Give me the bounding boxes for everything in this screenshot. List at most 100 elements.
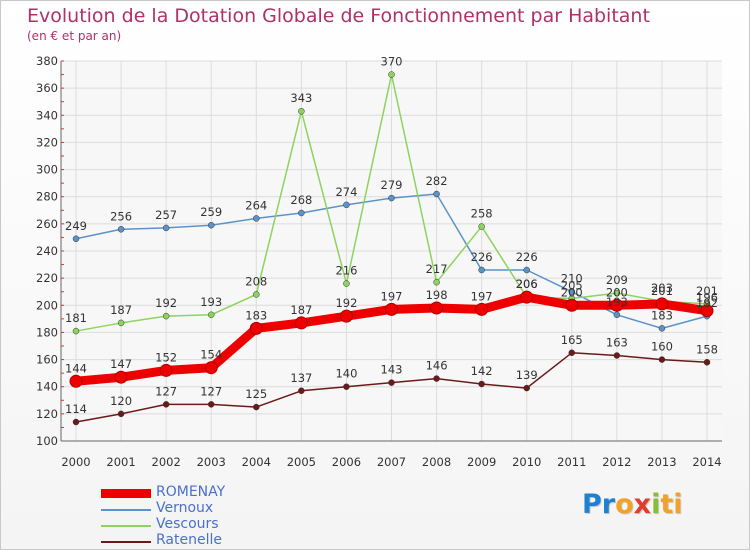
legend-label: Vernoux (156, 500, 214, 516)
data-label-vernoux: 282 (426, 174, 448, 188)
data-label-romenay: 201 (651, 284, 673, 298)
data-label-romenay: 187 (290, 303, 312, 317)
y-tick-label: 260 (36, 217, 58, 231)
data-label-romenay: 200 (606, 285, 628, 299)
data-label-vescours: 208 (245, 274, 267, 288)
proxiti-logo: Proxiti (582, 489, 683, 520)
y-tick-label: 240 (36, 244, 58, 258)
data-label-ratenelle: 158 (696, 342, 718, 356)
data-point-vernoux (207, 221, 215, 229)
data-point-ratenelle (388, 379, 395, 386)
data-point-vescours (162, 312, 170, 320)
x-tick-label: 2010 (512, 455, 541, 469)
data-point-romenay (385, 302, 398, 316)
data-point-romenay (610, 298, 624, 312)
data-label-vescours: 181 (65, 311, 87, 325)
data-point-vescours (478, 223, 485, 230)
chart-subtitle: (en € et par an) (27, 29, 122, 43)
data-point-ratenelle (658, 356, 666, 363)
data-point-vernoux (613, 311, 621, 319)
data-label-vernoux: 257 (155, 208, 177, 222)
y-tick-label: 320 (36, 135, 58, 149)
x-tick-label: 2011 (557, 455, 586, 469)
data-point-ratenelle (162, 401, 170, 408)
data-label-ratenelle: 120 (110, 394, 132, 408)
data-label-romenay: 200 (561, 285, 583, 299)
data-label-ratenelle: 142 (471, 364, 493, 378)
data-label-ratenelle: 165 (561, 333, 583, 347)
data-label-vescours: 209 (606, 273, 628, 287)
legend-item-ratenelle: Ratenelle (101, 532, 301, 549)
chart-title: Evolution de la Dotation Globale de Fonc… (27, 5, 650, 27)
y-tick-label: 200 (36, 298, 58, 312)
data-label-vescours: 217 (426, 262, 448, 276)
legend-item-vernoux: Vernoux (101, 500, 301, 517)
data-label-romenay: 198 (426, 288, 448, 302)
data-point-romenay (69, 374, 83, 388)
data-label-ratenelle: 127 (155, 384, 177, 398)
legend-swatch (101, 509, 151, 511)
data-label-vernoux: 274 (335, 185, 357, 199)
x-tick-label: 2003 (197, 455, 226, 469)
data-point-romenay (475, 302, 489, 316)
data-label-romenay: 144 (65, 361, 87, 375)
data-label-vescours: 206 (516, 277, 538, 291)
data-label-vernoux: 226 (471, 250, 493, 264)
data-point-romenay (159, 363, 173, 377)
data-label-vescours: 258 (471, 207, 493, 221)
data-point-vescours (207, 311, 215, 319)
data-point-romenay (655, 297, 669, 311)
data-point-romenay (249, 321, 263, 335)
data-point-ratenelle (72, 418, 80, 426)
data-label-vescours: 370 (381, 55, 403, 69)
x-tick-label: 2004 (242, 455, 271, 469)
legend-label: Ratenelle (156, 532, 222, 548)
legend-label: Vescours (156, 516, 219, 532)
y-tick-label: 180 (36, 325, 58, 339)
data-label-ratenelle: 160 (651, 340, 673, 354)
data-point-vernoux (72, 235, 80, 243)
data-label-vescours: 203 (651, 281, 673, 295)
legend-swatch (101, 525, 151, 527)
legend-label: ROMENAY (156, 484, 226, 500)
y-tick-label: 100 (36, 434, 58, 448)
data-point-vescours (72, 327, 80, 335)
data-label-romenay: 154 (200, 348, 222, 362)
y-tick-label: 300 (36, 163, 58, 177)
x-tick-label: 2012 (602, 455, 631, 469)
data-point-vernoux (162, 224, 170, 232)
data-point-vernoux (117, 226, 125, 233)
data-label-vernoux: 279 (381, 178, 403, 192)
data-label-vernoux: 183 (651, 308, 673, 322)
data-label-romenay: 183 (245, 308, 267, 322)
data-label-vernoux: 192 (696, 296, 718, 310)
data-point-ratenelle (117, 410, 125, 418)
data-label-vernoux: 193 (606, 295, 628, 309)
data-label-ratenelle: 125 (245, 387, 267, 401)
data-label-vescours: 192 (155, 296, 177, 310)
data-label-romenay: 196 (696, 291, 718, 305)
data-point-ratenelle (207, 401, 215, 408)
data-point-vescours (388, 71, 395, 78)
x-tick-label: 2006 (332, 455, 361, 469)
x-tick-label: 2001 (106, 455, 135, 469)
data-point-romenay (294, 316, 308, 330)
data-point-romenay (520, 290, 534, 304)
data-point-vernoux (343, 201, 350, 209)
data-label-vescours: 193 (200, 295, 222, 309)
data-point-ratenelle (298, 387, 305, 395)
data-point-ratenelle (478, 380, 485, 388)
y-tick-label: 280 (36, 190, 58, 204)
x-tick-label: 2013 (647, 455, 676, 469)
data-point-ratenelle (613, 352, 621, 359)
data-label-vescours: 201 (696, 284, 718, 298)
data-point-ratenelle (343, 383, 350, 390)
x-tick-label: 2005 (287, 455, 316, 469)
data-point-vernoux (658, 325, 666, 332)
data-label-ratenelle: 139 (516, 368, 538, 382)
data-point-romenay (565, 298, 579, 312)
data-label-ratenelle: 137 (290, 371, 312, 385)
legend: ROMENAY Vernoux Vescours Ratenelle (101, 484, 301, 549)
